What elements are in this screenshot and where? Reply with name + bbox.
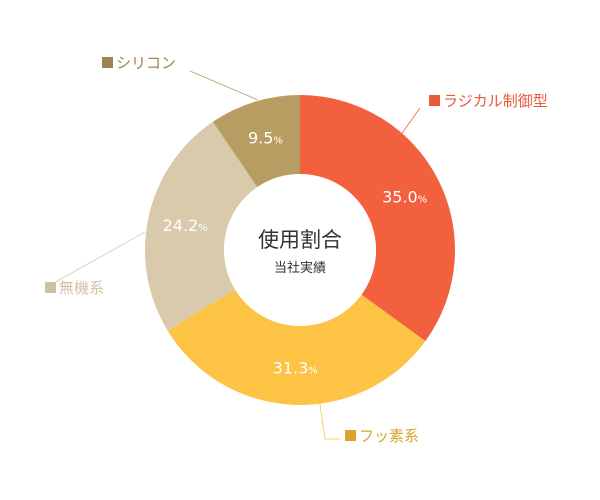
legend-label-silicone: シリコン	[116, 54, 176, 72]
value-label-radical: 35.0%	[382, 188, 427, 207]
donut-hole	[224, 174, 376, 326]
legend-label-radical: ラジカル制御型	[443, 92, 548, 110]
value-label-silicone: 9.5%	[248, 129, 283, 148]
leader-line-silicone	[189, 70, 259, 101]
legend-swatch-inorganic	[45, 282, 56, 293]
legend-swatch-radical	[429, 95, 440, 106]
center-title: 使用割合	[258, 228, 342, 252]
leader-lines	[51, 70, 421, 440]
value-label-fluorine: 31.3%	[273, 358, 318, 377]
value-label-inorganic: 24.2%	[163, 216, 208, 235]
slice-silicone	[212, 95, 300, 188]
leader-line-radical	[394, 107, 421, 144]
leader-line-inorganic	[51, 231, 146, 285]
slice-inorganic	[145, 121, 258, 331]
legend-swatch-fluorine	[345, 430, 356, 441]
legend-label-inorganic: 無機系	[59, 279, 104, 297]
center-subtitle: 当社実績	[274, 260, 326, 276]
slice-fluorine	[167, 289, 426, 406]
slice-radical	[300, 95, 455, 342]
leader-line-fluorine	[317, 390, 340, 440]
slice-labels: 35.0% 31.3% 24.2% 9.5%	[163, 129, 428, 378]
slices-layer	[145, 95, 455, 406]
legend-swatch-silicone	[102, 57, 113, 68]
legend-label-fluorine: フッ素系	[359, 427, 419, 445]
